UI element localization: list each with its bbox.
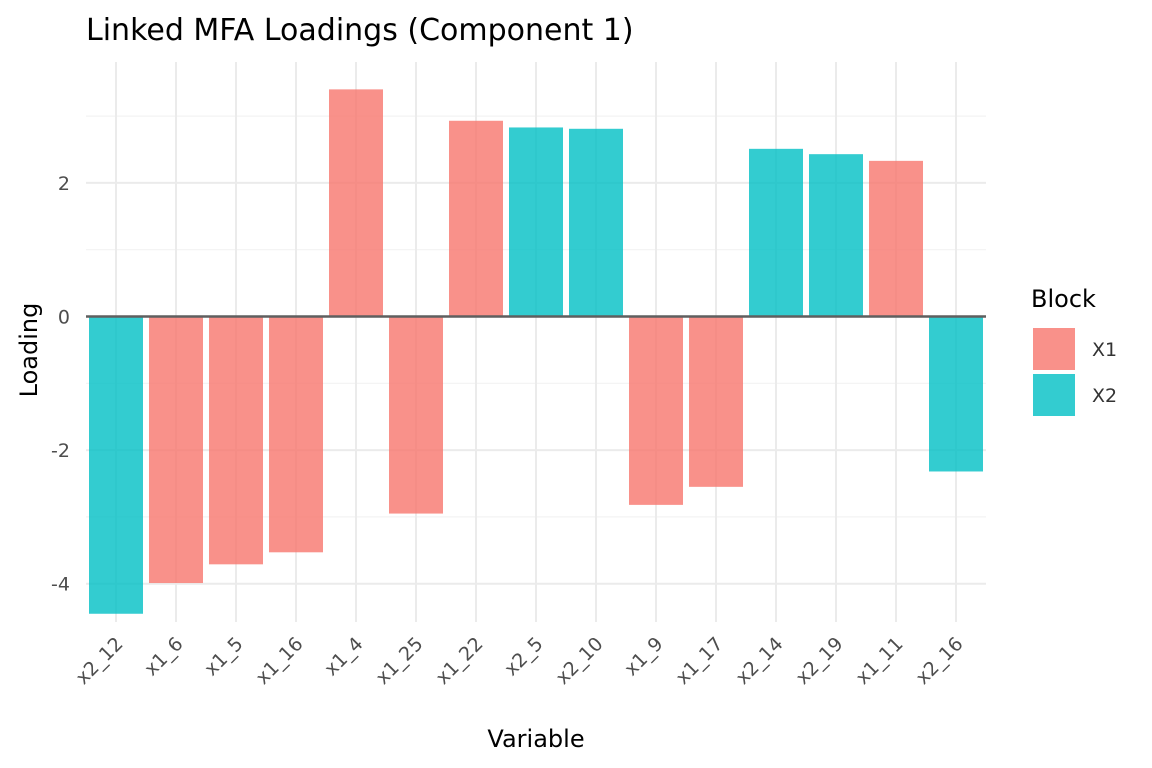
legend-label: X1 [1092, 339, 1117, 361]
x-tick-label: x2_16 [912, 633, 968, 689]
x-tick-label: x1_6 [140, 633, 187, 680]
bar-x2_19 [809, 154, 863, 317]
legend-title: Block [1031, 285, 1096, 313]
bar-x1_4 [329, 89, 383, 317]
y-tick-label: 0 [58, 307, 70, 329]
bar-x1_6 [149, 316, 203, 584]
bar-x1_22 [449, 120, 503, 317]
x-tick-label: x1_16 [252, 633, 308, 689]
y-axis-title: Loading [15, 303, 43, 398]
bar-x2_5 [509, 127, 563, 317]
bar-x1_16 [269, 316, 323, 553]
bar-x1_17 [689, 316, 743, 487]
y-tick-label: 2 [58, 173, 70, 195]
x-tick-labels: x2_12 x1_6 x1_5 x1_16 x1_4 x1_25 x1_22 x2_5 x2_1… [72, 633, 968, 689]
legend-key-X1 [1033, 328, 1075, 370]
x-tick-label: x1_5 [200, 633, 247, 680]
x-tick-label: x2_19 [792, 633, 848, 689]
x-tick-label: x2_14 [732, 633, 788, 689]
x-tick-label: x1_22 [432, 633, 488, 689]
x-tick-label: x2_5 [500, 633, 547, 680]
bar-x2_16 [929, 316, 983, 472]
x-tick-label: x1_4 [320, 633, 367, 680]
bar-x2_14 [749, 148, 803, 317]
x-tick-label: x1_11 [852, 633, 908, 689]
legend-label: X2 [1092, 385, 1117, 407]
x-tick-label: x2_12 [72, 633, 128, 689]
chart-title: Linked MFA Loadings (Component 1) [86, 13, 634, 48]
bar-x1_9 [629, 316, 683, 505]
x-tick-label: x1_17 [672, 633, 728, 689]
x-tick-label: x1_25 [372, 633, 428, 689]
legend: Block X1 X2 [1031, 285, 1117, 416]
bar-x2_12 [89, 316, 143, 614]
bar-x1_5 [209, 316, 263, 565]
legend-key-X2 [1033, 374, 1075, 416]
y-tick-label: -2 [51, 440, 70, 462]
x-tick-label: x2_10 [552, 633, 608, 689]
y-tick-labels: -4 -2 0 2 [51, 173, 70, 596]
bar-x1_11 [869, 160, 923, 317]
x-axis-title: Variable [487, 725, 584, 753]
bar-x1_25 [389, 316, 443, 514]
bar-x2_10 [569, 128, 623, 317]
y-tick-label: -4 [51, 574, 70, 596]
x-tick-label: x1_9 [620, 633, 667, 680]
bars [89, 89, 983, 614]
